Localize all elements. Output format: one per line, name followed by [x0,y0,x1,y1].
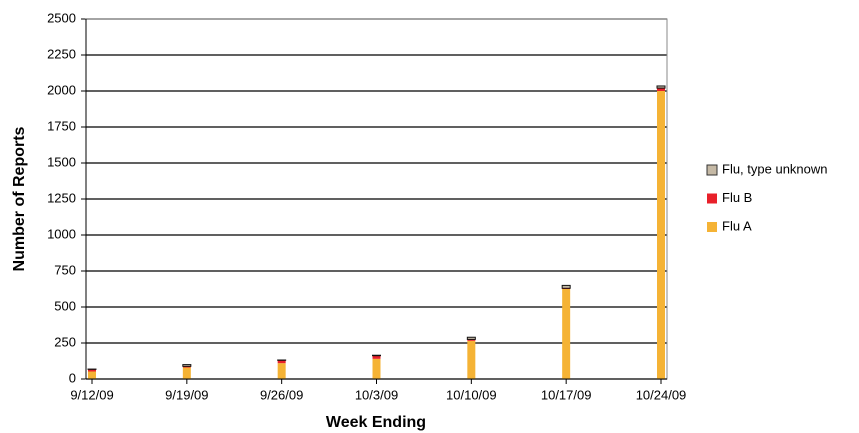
y-tick-label: 750 [54,262,76,277]
legend-label: Flu, type unknown [722,161,828,176]
y-tick-label: 1750 [47,118,76,133]
legend-label: Flu B [722,190,752,205]
y-tick-label: 1000 [47,226,76,241]
legend-label: Flu A [722,218,752,233]
bar-segment [88,369,96,372]
bar-segment [372,358,381,379]
bar-segment [277,363,286,379]
bar-segment [561,284,571,289]
legend-swatch [707,222,717,232]
y-tick-label: 500 [54,298,76,313]
bar-segment [88,371,96,379]
x-tick-label: 10/17/09 [541,387,592,402]
bar-segment [182,366,191,368]
legend-swatch [707,193,717,204]
y-tick-label: 1500 [47,154,76,169]
x-axis-title: Week Ending [326,414,426,431]
y-axis-title: Number of Reports [11,126,28,271]
bar-segment [467,340,476,379]
bar-segment [562,289,571,379]
bar-segment [372,355,381,359]
bar-segment [657,91,665,379]
bar-segment [466,336,476,340]
bar-segment [277,360,286,364]
x-tick-label: 9/19/09 [165,387,208,402]
bar-segment [182,364,192,367]
x-tick-label: 9/12/09 [70,387,113,402]
y-tick-label: 250 [54,334,76,349]
y-tick-label: 2500 [47,10,76,25]
x-tick-label: 10/24/09 [636,387,687,402]
x-tick-label: 10/10/09 [446,387,497,402]
x-tick-label: 10/3/09 [355,387,398,402]
y-tick-label: 2250 [47,46,76,61]
bar-segment [467,339,476,341]
bar-segment [182,367,191,379]
bar-segment [656,85,666,89]
y-tick-label: 1250 [47,190,76,205]
bar-segment [657,88,665,91]
y-tick-label: 2000 [47,82,76,97]
legend-swatch [706,164,718,176]
y-tick-label: 0 [69,370,76,385]
x-tick-label: 9/26/09 [260,387,303,402]
